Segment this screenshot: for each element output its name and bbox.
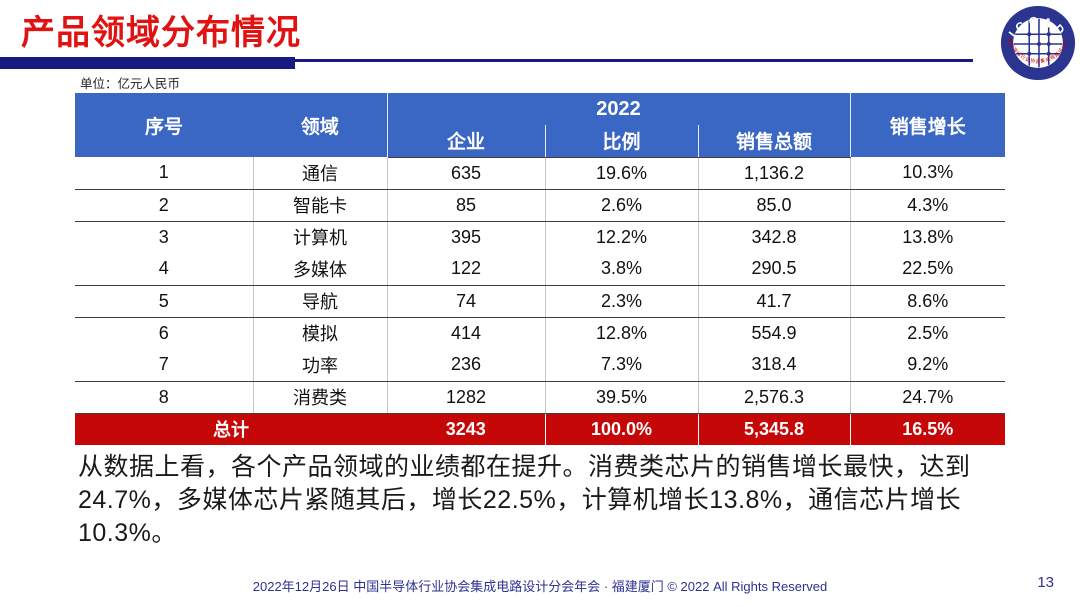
cell-growth: 22.5%	[850, 253, 1006, 286]
header-row-2: 企业 比例 销售总额	[75, 125, 1005, 158]
cell-domain: 智能卡	[253, 189, 388, 222]
cell-companies: 74	[387, 285, 546, 318]
cell-growth: 13.8%	[850, 221, 1006, 253]
cell-no: 8	[75, 381, 254, 414]
cell-ratio: 3.8%	[545, 253, 699, 286]
cell-no: 5	[75, 285, 254, 318]
cell-domain: 多媒体	[253, 253, 388, 286]
cell-sales: 85.0	[698, 189, 851, 222]
cell-companies: 236	[387, 349, 546, 382]
summary-line: 从数据上看，各个产品领域的业绩都在提升。消费类芯片的销售增长最快，达到	[78, 453, 971, 481]
summary-line: 24.7%，多媒体芯片紧随其后，增长22.5%，计算机增长13.8%，通信芯片增…	[78, 486, 962, 514]
cell-companies: 122	[387, 253, 546, 286]
col-header-domain: 领域	[253, 93, 388, 157]
table-row: 2 智能卡 85 2.6% 85.0 4.3%	[75, 189, 1006, 222]
cell-no: 3	[75, 221, 254, 253]
iccad-logo: ICCAD 中国半导体行业协会集成电路设计分会	[999, 3, 1076, 81]
cell-ratio: 19.6%	[545, 157, 699, 190]
cell-companies: 85	[387, 189, 546, 222]
cell-domain: 通信	[253, 157, 388, 190]
cell-no: 7	[75, 349, 254, 382]
cell-ratio: 12.2%	[545, 221, 699, 253]
cell-sales: 1,136.2	[698, 157, 851, 190]
cell-ratio: 39.5%	[545, 381, 699, 414]
cell-sales: 554.9	[698, 317, 851, 349]
total-label: 总计	[75, 413, 387, 445]
total-sales: 5,345.8	[697, 413, 851, 445]
product-domain-table: 序号 领域 2022 销售增长 企业 比例 销售总额 1 通信 635 19.6…	[75, 93, 1006, 445]
col-header-total-sales: 销售总额	[698, 125, 851, 158]
cell-sales: 2,576.3	[698, 381, 851, 414]
cell-ratio: 2.3%	[545, 285, 699, 318]
cell-growth: 2.5%	[850, 317, 1006, 349]
total-growth: 16.5%	[849, 413, 1006, 445]
cell-growth: 4.3%	[850, 189, 1006, 222]
col-header-no: 序号	[75, 93, 253, 157]
cell-domain: 导航	[253, 285, 388, 318]
header-row-1: 序号 领域 2022 销售增长	[75, 93, 1006, 157]
cell-companies: 635	[387, 157, 546, 190]
total-companies: 3243	[387, 413, 545, 445]
col-header-companies: 企业	[387, 125, 546, 158]
cell-no: 1	[75, 157, 254, 190]
cell-no: 4	[75, 253, 254, 286]
cell-companies: 1282	[387, 381, 546, 414]
cell-domain: 功率	[253, 349, 388, 382]
title-underline-thin	[295, 59, 973, 62]
cell-growth: 8.6%	[850, 285, 1006, 318]
cell-ratio: 12.8%	[545, 317, 699, 349]
cell-sales: 41.7	[698, 285, 851, 318]
page-number: 13	[1037, 574, 1054, 591]
cell-ratio: 7.3%	[545, 349, 699, 382]
cell-sales: 318.4	[698, 349, 851, 382]
page-title: 产品领域分布情况	[21, 14, 301, 52]
table-row: 4 多媒体 122 3.8% 290.5 22.5%	[75, 253, 1006, 286]
table-row: 6 模拟 414 12.8% 554.9 2.5%	[75, 317, 1006, 349]
summary-paragraph: 从数据上看，各个产品领域的业绩都在提升。消费类芯片的销售增长最快，达到 24.7…	[78, 451, 971, 550]
col-header-sales-growth: 销售增长	[850, 93, 1006, 157]
cell-sales: 290.5	[698, 253, 851, 286]
col-header-ratio: 比例	[545, 125, 699, 158]
table-row: 7 功率 236 7.3% 318.4 9.2%	[75, 349, 1006, 382]
footer-text: 2022年12月26日 中国半导体行业协会集成电路设计分会年会 · 福建厦门 ©…	[252, 579, 828, 594]
cell-growth: 9.2%	[850, 349, 1006, 382]
title-underline-thick	[0, 57, 295, 69]
cell-no: 6	[75, 317, 254, 349]
cell-domain: 模拟	[253, 317, 388, 349]
cell-growth: 24.7%	[850, 381, 1006, 414]
cell-no: 2	[75, 189, 254, 222]
table-row: 3 计算机 395 12.2% 342.8 13.8%	[75, 221, 1006, 253]
cell-domain: 计算机	[253, 221, 388, 253]
cell-domain: 消费类	[253, 381, 388, 414]
table-row: 1 通信 635 19.6% 1,136.2 10.3%	[75, 157, 1006, 190]
table-row: 5 导航 74 2.3% 41.7 8.6%	[75, 285, 1006, 318]
total-row: 总计 3243 100.0% 5,345.8 16.5%	[75, 413, 1006, 445]
unit-label: 单位：亿元人民币	[80, 77, 181, 91]
table-row: 8 消费类 1282 39.5% 2,576.3 24.7%	[75, 381, 1006, 414]
cell-companies: 395	[387, 221, 546, 253]
cell-companies: 414	[387, 317, 546, 349]
summary-line: 10.3%。	[78, 519, 177, 547]
logo-grid-icon	[1013, 18, 1063, 68]
cell-ratio: 2.6%	[545, 189, 699, 222]
col-header-year-2022: 2022	[387, 93, 851, 125]
logo-grid-dots	[1027, 32, 1051, 56]
cell-growth: 10.3%	[850, 157, 1006, 190]
total-ratio: 100.0%	[544, 413, 698, 445]
cell-sales: 342.8	[698, 221, 851, 253]
